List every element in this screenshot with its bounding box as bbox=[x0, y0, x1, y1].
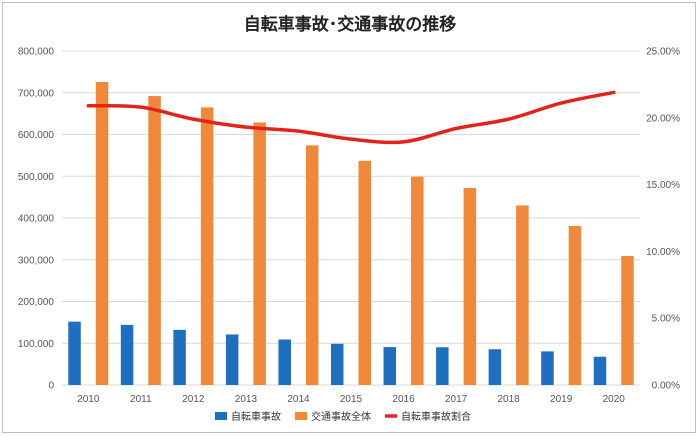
chart-title: 自転車事故･交通事故の推移 bbox=[244, 14, 457, 35]
x-tick-label: 2018 bbox=[498, 394, 521, 405]
y-right-tick-label: 20.00% bbox=[646, 113, 680, 124]
x-tick-label: 2011 bbox=[130, 394, 152, 405]
x-tick-label: 2016 bbox=[392, 394, 415, 405]
bar-交通事故全体-2011 bbox=[148, 96, 161, 385]
y-left-tick-label: 300,000 bbox=[18, 255, 55, 266]
bar-交通事故全体-2012 bbox=[200, 107, 214, 386]
y-right-tick-label: 5.00% bbox=[652, 314, 680, 325]
x-tick-label: 2013 bbox=[235, 394, 258, 405]
y-axis-right: 0.00% 5.00% 10.00% 15.00% 20.00% 25.00% bbox=[646, 47, 680, 392]
bar-自転車事故-2010 bbox=[68, 321, 81, 385]
bar-交通事故全体-2017 bbox=[463, 187, 477, 385]
x-tick-label: 2015 bbox=[340, 394, 363, 405]
legend-label-自転車事故割合: 自転車事故割合 bbox=[401, 410, 471, 423]
y-right-tick-label: 0.00% bbox=[652, 381, 680, 392]
bar-自転車事故-2015 bbox=[331, 343, 344, 385]
y-right-tick-label: 15.00% bbox=[646, 180, 680, 191]
x-tick-label: 2010 bbox=[77, 394, 100, 405]
x-tick-label: 2017 bbox=[445, 394, 468, 405]
x-tick-label: 2020 bbox=[603, 394, 626, 405]
legend-label-自転車事故: 自転車事故 bbox=[231, 410, 281, 423]
line-series bbox=[86, 90, 616, 145]
y-left-tick-label: 600,000 bbox=[18, 130, 55, 141]
y-left-tick-label: 500,000 bbox=[18, 172, 55, 183]
bar-交通事故全体-2016 bbox=[411, 176, 424, 385]
bar-交通事故全体-2019 bbox=[568, 225, 582, 385]
y-left-tick-label: 800,000 bbox=[18, 47, 55, 58]
legend-swatch-交通事故全体 bbox=[295, 412, 307, 420]
legend-label-交通事故全体: 交通事故全体 bbox=[311, 410, 371, 423]
bar-交通事故全体-2014 bbox=[305, 145, 319, 385]
y-right-tick-label: 10.00% bbox=[646, 247, 680, 258]
bar-自転車事故-2019 bbox=[541, 351, 554, 385]
bar-交通事故全体-2010 bbox=[95, 81, 109, 385]
bar-交通事故全体-2015 bbox=[358, 160, 371, 385]
x-tick-label: 2014 bbox=[287, 394, 310, 405]
bar-交通事故全体-2018 bbox=[516, 205, 529, 385]
bar-自転車事故-2013 bbox=[225, 334, 239, 385]
bar-交通事故全体-2020 bbox=[621, 255, 634, 385]
x-tick-label: 2019 bbox=[550, 394, 573, 405]
x-axis: 2010 2011 2012 2013 2014 2015 2016 2017 2018 2019… bbox=[77, 394, 625, 405]
bar-交通事故全体-2013 bbox=[253, 122, 266, 385]
y-left-tick-label: 0 bbox=[48, 381, 54, 392]
y-left-tick-label: 700,000 bbox=[18, 88, 55, 99]
legend: 自転車事故 交通事故全体 自転車事故割合 bbox=[215, 410, 471, 423]
y-left-tick-label: 200,000 bbox=[18, 297, 55, 308]
y-axis-left: 0 100,000 200,000 300,000 400,000 500,000 600,… bbox=[18, 47, 55, 392]
bar-自転車事故-2014 bbox=[278, 339, 291, 385]
y-left-tick-label: 100,000 bbox=[18, 339, 55, 350]
bar-自転車事故-2016 bbox=[383, 347, 397, 385]
x-tick-label: 2012 bbox=[182, 394, 205, 405]
bar-series bbox=[68, 81, 634, 386]
y-right-tick-label: 25.00% bbox=[646, 47, 680, 58]
bar-自転車事故-2020 bbox=[593, 356, 607, 385]
bar-自転車事故-2017 bbox=[436, 347, 449, 385]
bar-自転車事故-2011 bbox=[120, 324, 134, 385]
legend-swatch-自転車事故 bbox=[215, 412, 227, 420]
bar-自転車事故-2018 bbox=[488, 349, 502, 385]
bar-自転車事故-2012 bbox=[173, 329, 186, 385]
y-left-tick-label: 400,000 bbox=[18, 214, 55, 225]
line-自転車事故割合 bbox=[86, 90, 616, 145]
